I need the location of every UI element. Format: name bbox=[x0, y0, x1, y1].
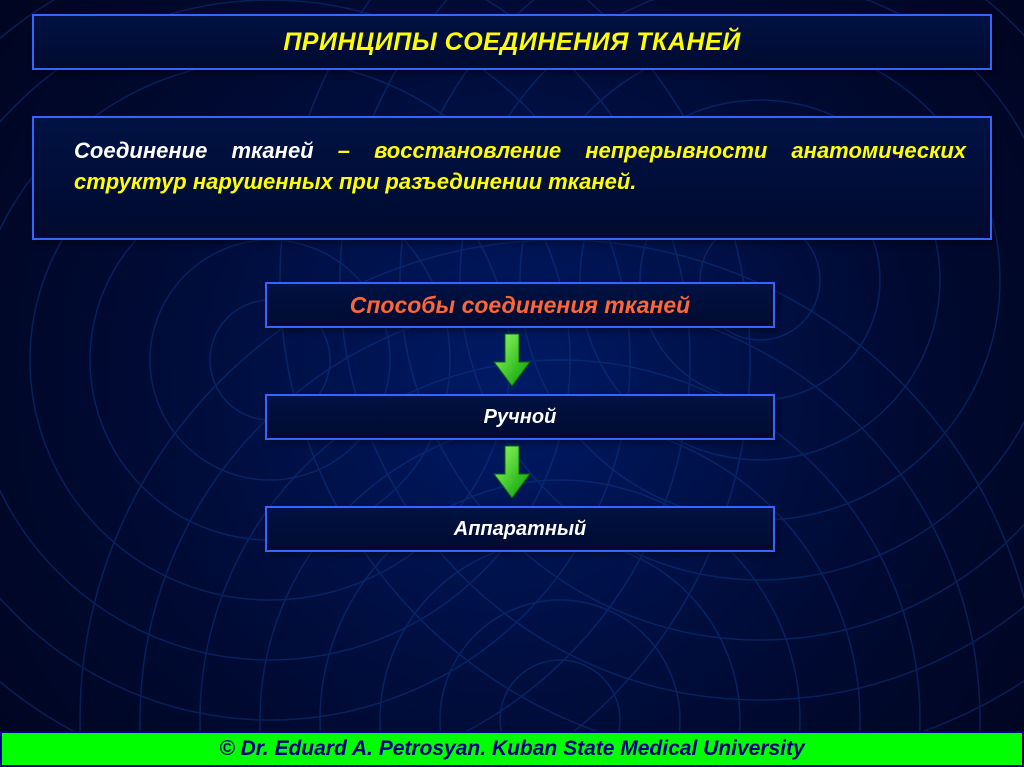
definition-term: Соединение тканей bbox=[74, 138, 314, 163]
subheading-text: Способы соединения тканей bbox=[350, 292, 690, 319]
item-manual-box: Ручной bbox=[265, 394, 775, 440]
definition-dash: – bbox=[314, 138, 374, 163]
item-manual-text: Ручной bbox=[484, 406, 557, 429]
item-hardware-box: Аппаратный bbox=[265, 506, 775, 552]
definition-box: Соединение тканей – восстановление непре… bbox=[32, 116, 992, 240]
page-title: ПРИНЦИПЫ СОЕДИНЕНИЯ ТКАНЕЙ bbox=[283, 28, 740, 57]
definition-text: Соединение тканей – восстановление непре… bbox=[74, 136, 966, 198]
item-hardware-text: Аппаратный bbox=[454, 518, 587, 541]
title-box: ПРИНЦИПЫ СОЕДИНЕНИЯ ТКАНЕЙ bbox=[32, 14, 992, 70]
slide-content: ПРИНЦИПЫ СОЕДИНЕНИЯ ТКАНЕЙ Соединение тк… bbox=[0, 0, 1024, 767]
arrow-down-icon bbox=[492, 444, 532, 500]
subheading-box: Способы соединения тканей bbox=[265, 282, 775, 328]
footer-text: © Dr. Eduard A. Petrosyan. Kuban State M… bbox=[219, 737, 804, 761]
arrow-down-icon bbox=[492, 332, 532, 388]
footer-bar: © Dr. Eduard A. Petrosyan. Kuban State M… bbox=[0, 731, 1024, 767]
